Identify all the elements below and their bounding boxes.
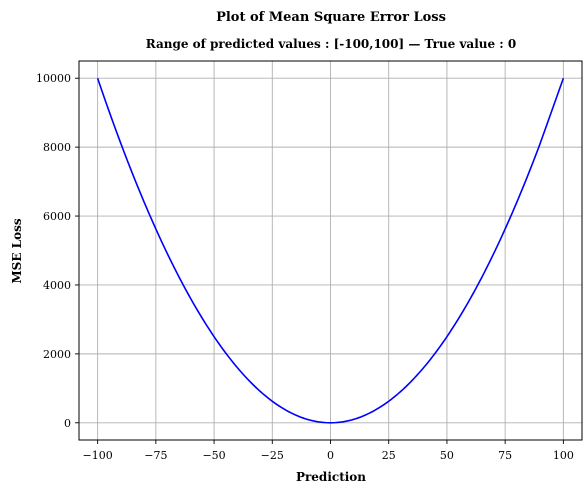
y-tick-label: 6000 [43, 210, 71, 223]
x-axis-label: Prediction [296, 470, 366, 483]
y-tick-label: 0 [64, 417, 71, 430]
x-tick-label: −50 [202, 449, 225, 462]
y-tick-label: 10000 [36, 72, 71, 85]
x-tick-label: 50 [440, 449, 454, 462]
x-tick-label: 100 [553, 449, 574, 462]
x-tick-label: 25 [382, 449, 396, 462]
x-tick-label: −25 [261, 449, 284, 462]
grid-lines [79, 61, 582, 440]
y-axis: 0 2000 4000 6000 8000 10000 [36, 72, 79, 430]
plot-area [96, 77, 565, 424]
y-tick-label: 4000 [43, 279, 71, 292]
chart-title: Plot of Mean Square Error Loss [216, 10, 446, 25]
mse-loss-line [96, 77, 565, 424]
y-tick-label: 8000 [43, 141, 71, 154]
x-tick-label: −75 [144, 449, 167, 462]
y-axis-label: MSE Loss [10, 218, 24, 283]
y-tick-label: 2000 [43, 348, 71, 361]
x-axis: −100 −75 −50 −25 0 25 50 75 100 [83, 440, 574, 462]
x-tick-label: 0 [327, 449, 334, 462]
x-tick-label: 75 [498, 449, 512, 462]
x-tick-label: −100 [83, 449, 113, 462]
chart-subtitle: Range of predicted values : [-100,100] —… [146, 37, 517, 51]
